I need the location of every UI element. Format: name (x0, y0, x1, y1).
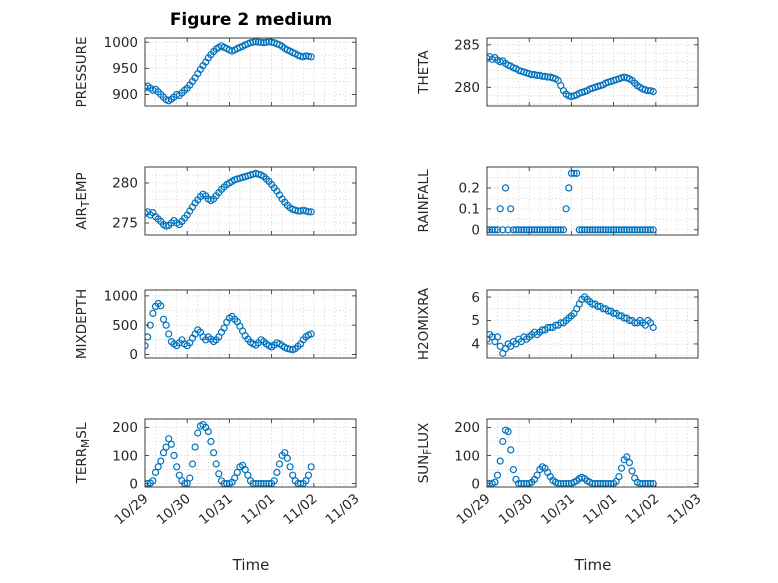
ylabel-terr-msl: TERRMSL (74, 422, 92, 484)
xtick-label: 10/29 (111, 491, 151, 528)
ytick-label-pressure: 950 (112, 61, 138, 77)
figure-title: Figure 2 medium (169, 10, 333, 30)
plot-mixdepth: 0 500 1000 MIXDEPTH (74, 289, 357, 363)
ytick-label-mixdepth: 0 (129, 347, 138, 363)
ytick-label-rainfall: 0.1 (459, 202, 480, 218)
ytick-label-mixdepth: 500 (112, 318, 138, 334)
ytick-label-terr-msl: 100 (112, 448, 138, 464)
ylabel-pressure: PRESSURE (74, 37, 90, 108)
ytick-label-sun-flux: 100 (454, 448, 480, 464)
ytick-label-h2omixra: 4 (471, 337, 480, 353)
series-mixdepth (145, 299, 315, 354)
ylabel-h2omixra: H2OMIXRA (416, 287, 432, 360)
xtick-label: 11/02 (280, 491, 320, 528)
plot-rainfall: 0 0.1 0.2 RAINFALL (416, 166, 699, 238)
ytick-label-air-temp: 275 (112, 216, 138, 232)
ytick-label-pressure: 900 (112, 87, 138, 103)
series-theta (487, 53, 657, 101)
ytick-label-h2omixra: 6 (471, 290, 480, 306)
ytick-label-terr-msl: 0 (129, 476, 138, 492)
plot-sun-flux: 0 100 200 SUNFLUX 10/29 10/30 10/31 11/01 11/02 1… (416, 418, 705, 528)
x-axis-label-left: Time (232, 556, 270, 574)
xtick-label: 10/31 (538, 491, 578, 528)
xtick-label: 11/01 (238, 491, 278, 528)
series-air-temp (145, 169, 315, 230)
plot-theta: 280 285 THETA (416, 37, 699, 107)
xtick-label: 11/03 (322, 491, 362, 528)
series-h2omixra (487, 293, 657, 357)
plot-pressure: 900 950 1000 PRESSURE (74, 35, 357, 108)
ytick-label-air-temp: 280 (112, 176, 138, 192)
ytick-label-theta: 280 (454, 80, 480, 96)
ytick-label-mixdepth: 1000 (104, 289, 138, 305)
xtick-label: 10/29 (453, 491, 493, 528)
plot-h2omixra: 4 5 6 H2OMIXRA (416, 287, 699, 360)
plot-terr-msl: 0 100 200 TERRMSL 10/29 10/30 10/31 11/01 11/02 1… (74, 418, 363, 528)
xtick-label: 10/30 (496, 491, 536, 528)
ylabel-theta: THETA (416, 50, 432, 95)
x-axis-label-right: Time (574, 556, 612, 574)
ylabel-air-temp: AIRTEMP (74, 172, 92, 229)
xtick-label: 11/02 (622, 491, 662, 528)
xtick-label: 11/03 (664, 491, 704, 528)
ytick-label-pressure: 1000 (104, 35, 138, 51)
ylabel-sun-flux: SUNFLUX (416, 423, 434, 484)
ylabel-rainfall: RAINFALL (416, 169, 432, 232)
series-rainfall (487, 169, 657, 234)
ytick-label-sun-flux: 0 (471, 476, 480, 492)
xtick-label: 10/30 (154, 491, 194, 528)
plot-air-temp: 275 280 AIRTEMP (74, 166, 357, 236)
ytick-label-theta: 285 (454, 38, 480, 54)
xtick-label: 10/31 (196, 491, 236, 528)
series-pressure (145, 38, 315, 105)
ytick-label-rainfall: 0.2 (459, 181, 480, 197)
ytick-label-sun-flux: 200 (454, 420, 480, 436)
ytick-label-terr-msl: 200 (112, 420, 138, 436)
ytick-label-rainfall: 0 (471, 222, 480, 238)
ytick-label-h2omixra: 5 (471, 313, 480, 329)
ylabel-mixdepth: MIXDEPTH (74, 289, 90, 359)
xtick-label: 11/01 (580, 491, 620, 528)
